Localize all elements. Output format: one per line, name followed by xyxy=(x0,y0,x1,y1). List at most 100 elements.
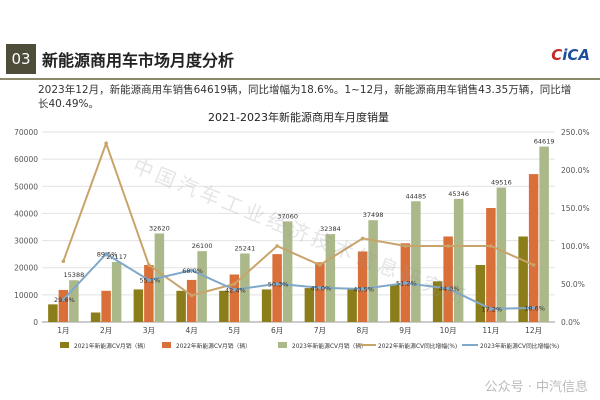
x-tick-label: 12月 xyxy=(525,326,542,335)
y-tick-label: 10000 xyxy=(14,291,38,300)
x-tick-label: 5月 xyxy=(228,326,240,335)
legend-label: 2023年新能源CV月销（辆） xyxy=(292,342,367,350)
line-value-label: 50.3% xyxy=(268,280,289,288)
bar-value-label: 22117 xyxy=(106,253,127,261)
line-value-label: 55.1% xyxy=(140,277,161,285)
y2-tick-label: 250.0% xyxy=(561,128,590,137)
line-point xyxy=(489,307,493,311)
brand-watermark: 公众号 · 中汽信息 xyxy=(484,380,588,395)
bar xyxy=(411,201,421,322)
line-point xyxy=(360,287,365,291)
x-tick-label: 8月 xyxy=(356,326,368,335)
bar xyxy=(229,274,240,322)
bar xyxy=(111,261,122,322)
line-point xyxy=(403,244,408,248)
legend-swatch xyxy=(278,342,287,348)
line-point xyxy=(232,282,237,286)
bar-value-label: 45346 xyxy=(448,190,469,198)
bar-value-label: 25241 xyxy=(235,244,256,252)
bar-value-label: 64619 xyxy=(534,138,555,146)
x-tick-label: 3月 xyxy=(143,326,155,335)
line-point xyxy=(61,259,66,264)
line-point xyxy=(104,252,108,256)
bar xyxy=(390,285,400,322)
bar-value-label: 32384 xyxy=(320,225,341,233)
line-value-label: 44.0% xyxy=(439,285,460,293)
summary-text: 2023年12月，新能源商用车销售64619辆，同比增幅为18.6%。1~12月… xyxy=(38,83,578,111)
line-value-label: 17.2% xyxy=(482,305,503,313)
legend-label: 2022年新能源CV月销（辆） xyxy=(176,342,251,350)
bar xyxy=(315,262,325,322)
y2-tick-label: 200.0% xyxy=(561,166,590,175)
chart-title: 2021-2023年新能源商用车月度销量 xyxy=(208,110,389,124)
line-point xyxy=(318,263,322,267)
bar-value-label: 37498 xyxy=(363,211,384,219)
y-tick-label: 0 xyxy=(33,318,38,327)
x-tick-label: 9月 xyxy=(399,326,411,335)
legend-label: 2023年新能源CV同比增幅(%) xyxy=(480,342,559,350)
bar xyxy=(368,220,378,322)
y-tick-label: 60000 xyxy=(14,155,38,164)
line-point xyxy=(147,278,151,282)
bar xyxy=(272,254,282,322)
x-tick-label: 7月 xyxy=(314,326,326,335)
legend-label: 2022年新能源CV同比增幅(%) xyxy=(378,342,457,350)
line-point xyxy=(446,286,450,291)
y2-tick-label: 100.0% xyxy=(561,242,590,251)
line-point xyxy=(147,263,151,267)
header-divider xyxy=(0,78,600,80)
line-point xyxy=(275,281,279,286)
bar xyxy=(475,265,486,322)
line-point xyxy=(61,297,66,302)
bar xyxy=(357,251,368,322)
line-value-label: 68.0% xyxy=(182,267,203,275)
line-value-label: 51.2% xyxy=(396,280,417,288)
bar-value-label: 44485 xyxy=(406,192,427,200)
legend-label: 2021年新能源CV月销（辆） xyxy=(74,342,149,350)
x-tick-label: 1月 xyxy=(57,326,69,335)
bar xyxy=(304,288,315,322)
line-point xyxy=(275,244,279,248)
series-line xyxy=(62,140,535,297)
bar xyxy=(261,289,272,322)
bar-value-label: 32620 xyxy=(149,224,170,232)
y2-tick-label: 50.0% xyxy=(561,280,585,289)
line-value-label: 29.6% xyxy=(54,296,75,304)
cica-logo: CiCA xyxy=(551,46,590,64)
line-point xyxy=(489,244,493,248)
line-point xyxy=(232,287,237,292)
y-tick-label: 40000 xyxy=(14,209,38,218)
line-point xyxy=(318,286,322,290)
bar xyxy=(133,289,144,322)
line-point xyxy=(189,293,194,298)
bar xyxy=(69,280,79,322)
bar-value-label: 49516 xyxy=(491,179,512,187)
line-point xyxy=(531,306,536,310)
line-point xyxy=(531,263,536,267)
bar xyxy=(539,146,549,322)
bar-value-label: 15388 xyxy=(64,271,85,279)
bar xyxy=(486,208,496,322)
line-value-label: 18.6% xyxy=(524,304,545,312)
section-number: 03 xyxy=(6,44,36,74)
section-title: 新能源商用车市场月度分析 xyxy=(42,51,235,70)
bar xyxy=(432,281,443,322)
bar xyxy=(443,236,453,322)
bar-value-label: 37060 xyxy=(277,212,298,220)
bar xyxy=(453,198,464,322)
line-value-label: 45.0% xyxy=(311,284,332,292)
summary-paragraph: 2023年12月，新能源商用车销售64619辆，同比增幅为18.6%。1~12月… xyxy=(38,84,572,110)
line-value-label: 42.4% xyxy=(225,286,246,294)
bar xyxy=(219,290,229,322)
x-tick-label: 11月 xyxy=(482,326,499,335)
y-tick-label: 70000 xyxy=(14,128,38,137)
bar xyxy=(282,221,293,322)
y-tick-label: 30000 xyxy=(14,237,38,246)
line-point xyxy=(403,281,408,285)
legend-swatch xyxy=(162,342,171,348)
bar xyxy=(347,289,357,322)
x-tick-label: 2月 xyxy=(100,326,112,335)
x-tick-label: 10月 xyxy=(440,326,457,335)
legend-swatch xyxy=(60,342,69,348)
